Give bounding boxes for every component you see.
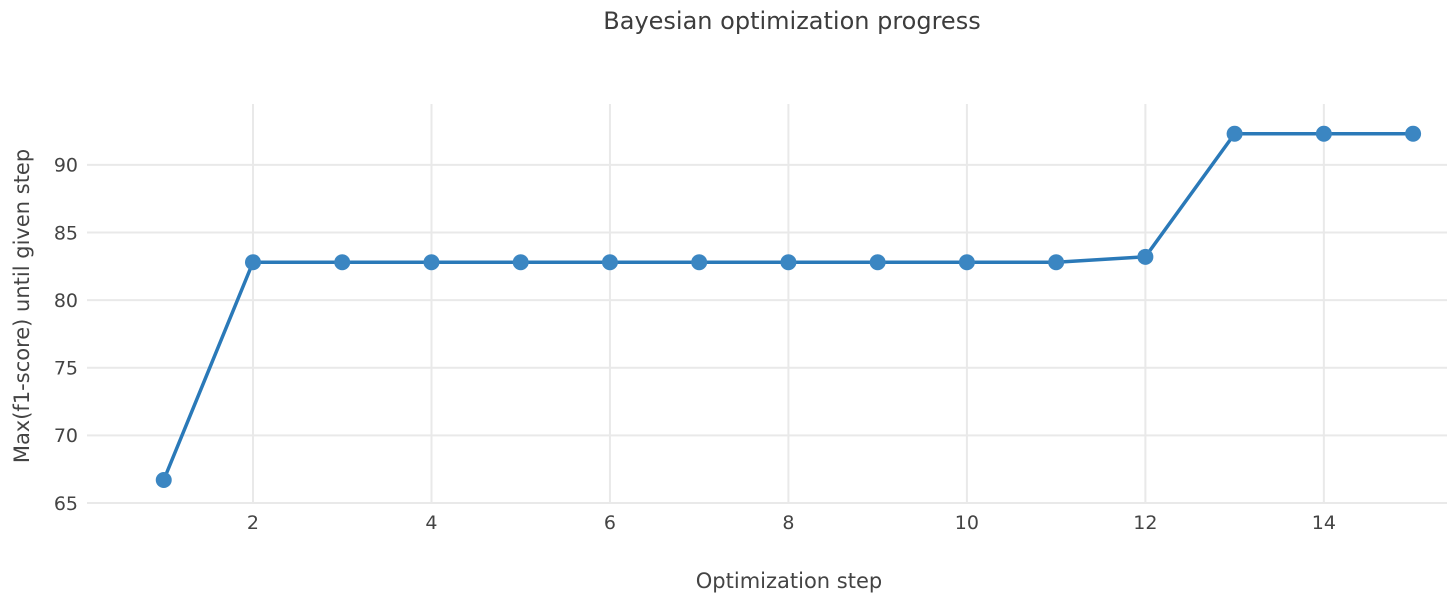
data-point[interactable] (1137, 248, 1154, 265)
x-tick-label: 10 (955, 512, 979, 534)
y-tick-label: 70 (54, 425, 78, 447)
x-tick-label: 6 (604, 512, 616, 534)
x-axis-title: Optimization step (695, 569, 883, 593)
x-tick-label: 12 (1133, 512, 1157, 534)
data-point[interactable] (512, 254, 529, 271)
data-point[interactable] (334, 254, 351, 271)
data-point[interactable] (691, 254, 708, 271)
y-tick-label: 85 (54, 222, 78, 244)
chart-title: Bayesian optimization progress (603, 7, 981, 35)
data-point[interactable] (423, 254, 440, 271)
x-tick-label: 2 (247, 512, 259, 534)
x-tick-label: 4 (425, 512, 437, 534)
data-point[interactable] (869, 254, 886, 271)
data-point[interactable] (1226, 125, 1243, 142)
y-tick-label: 75 (54, 358, 78, 380)
data-point[interactable] (1048, 254, 1065, 271)
data-point[interactable] (155, 472, 172, 489)
data-point[interactable] (1315, 125, 1332, 142)
data-point[interactable] (601, 254, 618, 271)
data-point[interactable] (780, 254, 797, 271)
data-point[interactable] (244, 254, 261, 271)
y-tick-label: 80 (54, 290, 78, 312)
data-point[interactable] (958, 254, 975, 271)
y-tick-label: 90 (54, 155, 78, 177)
x-tick-label: 14 (1312, 512, 1336, 534)
y-tick-label: 65 (54, 493, 78, 515)
data-point[interactable] (1405, 125, 1422, 142)
x-tick-label: 8 (782, 512, 794, 534)
